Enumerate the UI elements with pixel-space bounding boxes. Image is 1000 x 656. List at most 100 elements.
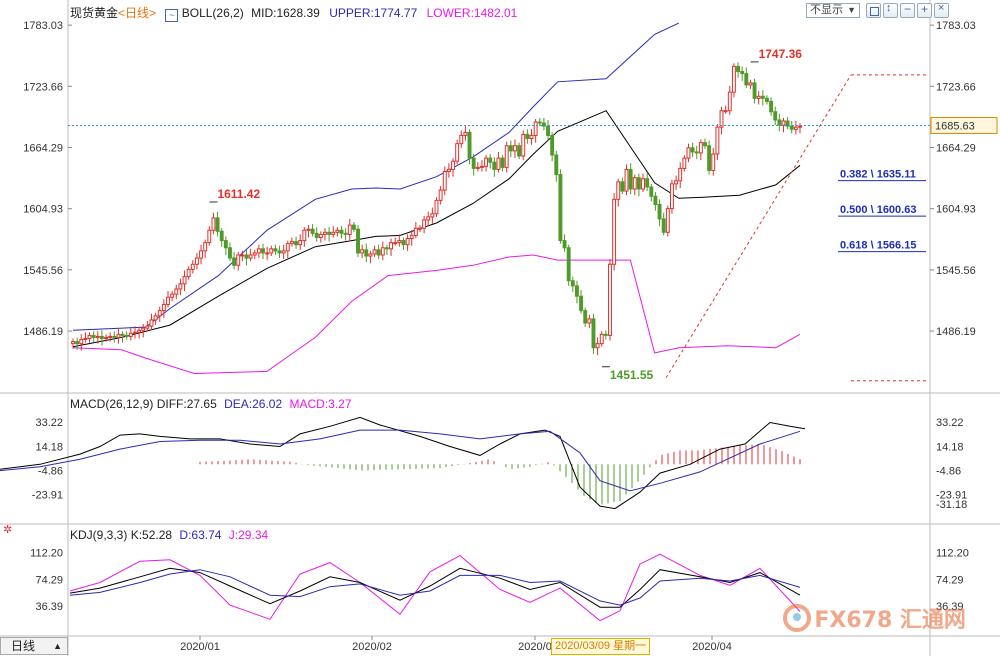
boll-title: BOLL(26,2): [181, 6, 244, 20]
macd-current-label: -31.18: [936, 499, 967, 511]
kdj-y-tick-label-right: 36.39: [936, 601, 964, 613]
candle-body-down: [562, 240, 567, 249]
candle-body-down: [703, 142, 707, 147]
y-tick-label-right: 1545.56: [936, 265, 976, 277]
grid-icon: [870, 7, 879, 16]
current-price-box: [930, 117, 998, 135]
macd-y-tick-label: -4.86: [38, 465, 63, 477]
kdj-title: KDJ(9,3,3): [70, 528, 128, 542]
close-button[interactable]: ×: [934, 2, 949, 18]
candle-body-down: [517, 145, 522, 157]
candle-body-down: [467, 131, 472, 159]
candle-body-down: [657, 203, 662, 220]
candle-body-down: [583, 310, 588, 324]
display-select[interactable]: 不显示 ▼: [806, 3, 860, 18]
candle-body-up: [133, 331, 137, 334]
candle-body-down: [232, 257, 237, 266]
x-tick-label: 2020/0: [518, 641, 552, 653]
candle-body-up: [533, 121, 538, 136]
candle-body-up: [632, 177, 637, 190]
fib-level-label: 0.618 \ 1566.15: [840, 240, 916, 252]
boll-lower-line: [72, 254, 801, 375]
candle-body-up: [178, 283, 183, 290]
candle-body-down: [649, 186, 654, 197]
y-tick-label: 1723.66: [23, 81, 63, 93]
fib-level-label: 0.500 \ 1600.63: [840, 204, 916, 216]
candle-body-up: [323, 231, 327, 235]
arrows-button[interactable]: ↕: [883, 2, 898, 18]
candle-body-up: [137, 329, 142, 333]
kdj-j-value: J:29.34: [228, 528, 269, 542]
candle-body-up: [674, 180, 679, 185]
candle-body-down: [120, 333, 125, 336]
minus-button[interactable]: −: [900, 2, 915, 18]
symbol-name: 现货黄金: [70, 6, 119, 20]
grid-button[interactable]: [866, 3, 881, 18]
fib-level-label: 0.382 \ 1635.11: [840, 169, 916, 181]
macd-header: MACD(26,12,9) DIFF:27.65 DEA:26.02 MACD:…: [70, 397, 352, 411]
candle-body-down: [261, 248, 265, 254]
candle-body-down: [707, 145, 712, 171]
candle-body-up: [389, 242, 394, 250]
candle-body-up: [157, 310, 162, 317]
candle-body-up: [711, 153, 716, 171]
macd-y-tick-label: 33.22: [35, 417, 63, 429]
candle-body-down: [620, 181, 625, 192]
candle-body-down: [351, 224, 356, 230]
candle-body-up: [199, 250, 203, 259]
candle-body-up: [612, 198, 617, 265]
candle-body-up: [529, 134, 534, 140]
period-tab[interactable]: 日线 ▲: [0, 637, 68, 655]
candle-body-up: [368, 253, 373, 257]
candle-body-up: [798, 125, 802, 128]
current-price-label: 1685.63: [935, 121, 975, 133]
x-tick-label: 2020/01: [180, 641, 220, 653]
candle-body-up: [397, 240, 402, 244]
candle-body-down: [744, 73, 749, 86]
macd-dea-line: [0, 429, 801, 492]
crosshair-date-label: 2020/03/09 星期一: [551, 638, 651, 655]
candle-body-down: [661, 218, 666, 233]
candle-body-up: [372, 249, 377, 255]
candle-body-down: [343, 232, 348, 235]
candle-body-up: [248, 254, 253, 259]
candle-body-up: [298, 240, 303, 246]
plus-button[interactable]: +: [917, 2, 932, 18]
boll-mid-line: [72, 110, 801, 348]
boll-icon[interactable]: ~: [165, 9, 179, 22]
candle-body-up: [521, 133, 526, 157]
candle-body-down: [773, 111, 778, 121]
macd-y-tick-label-right: 14.18: [936, 441, 964, 453]
candle-body-down: [364, 249, 369, 257]
y-tick-label-right: 1664.29: [936, 143, 976, 155]
candle-body-down: [752, 82, 757, 99]
candle-body-down: [75, 341, 80, 345]
candle-body-up: [463, 131, 468, 136]
candle-body-down: [356, 228, 360, 254]
candle-body-up: [203, 242, 208, 252]
candlesticks: [71, 62, 802, 355]
kdj-d-value: D:63.74: [179, 528, 222, 542]
candle-body-up: [513, 145, 517, 152]
kdj-y-tick-label: 112.20: [30, 548, 63, 560]
gear-icon[interactable]: ✲: [3, 524, 13, 536]
candle-body-up: [624, 168, 629, 192]
plus-icon: +: [921, 2, 929, 16]
candle-body-up: [95, 335, 100, 338]
fib-trend-line: [665, 74, 852, 379]
candle-body-down: [558, 174, 563, 242]
macd-y-tick-label: -23.91: [32, 490, 63, 502]
annotation-label: 1611.42: [217, 187, 260, 201]
candle-body-up: [331, 231, 336, 235]
macd-plot: [0, 416, 806, 510]
candle-body-up: [670, 183, 674, 210]
candle-body-down: [570, 280, 575, 287]
triangle-up-icon: ▲: [53, 641, 62, 651]
candle-body-up: [682, 157, 687, 169]
candle-body-down: [554, 154, 559, 176]
candle-body-down: [339, 229, 344, 234]
kdj-plot: [69, 553, 801, 622]
candle-body-down: [492, 161, 497, 170]
candle-body-up: [128, 332, 133, 337]
candle-body-down: [244, 254, 249, 259]
